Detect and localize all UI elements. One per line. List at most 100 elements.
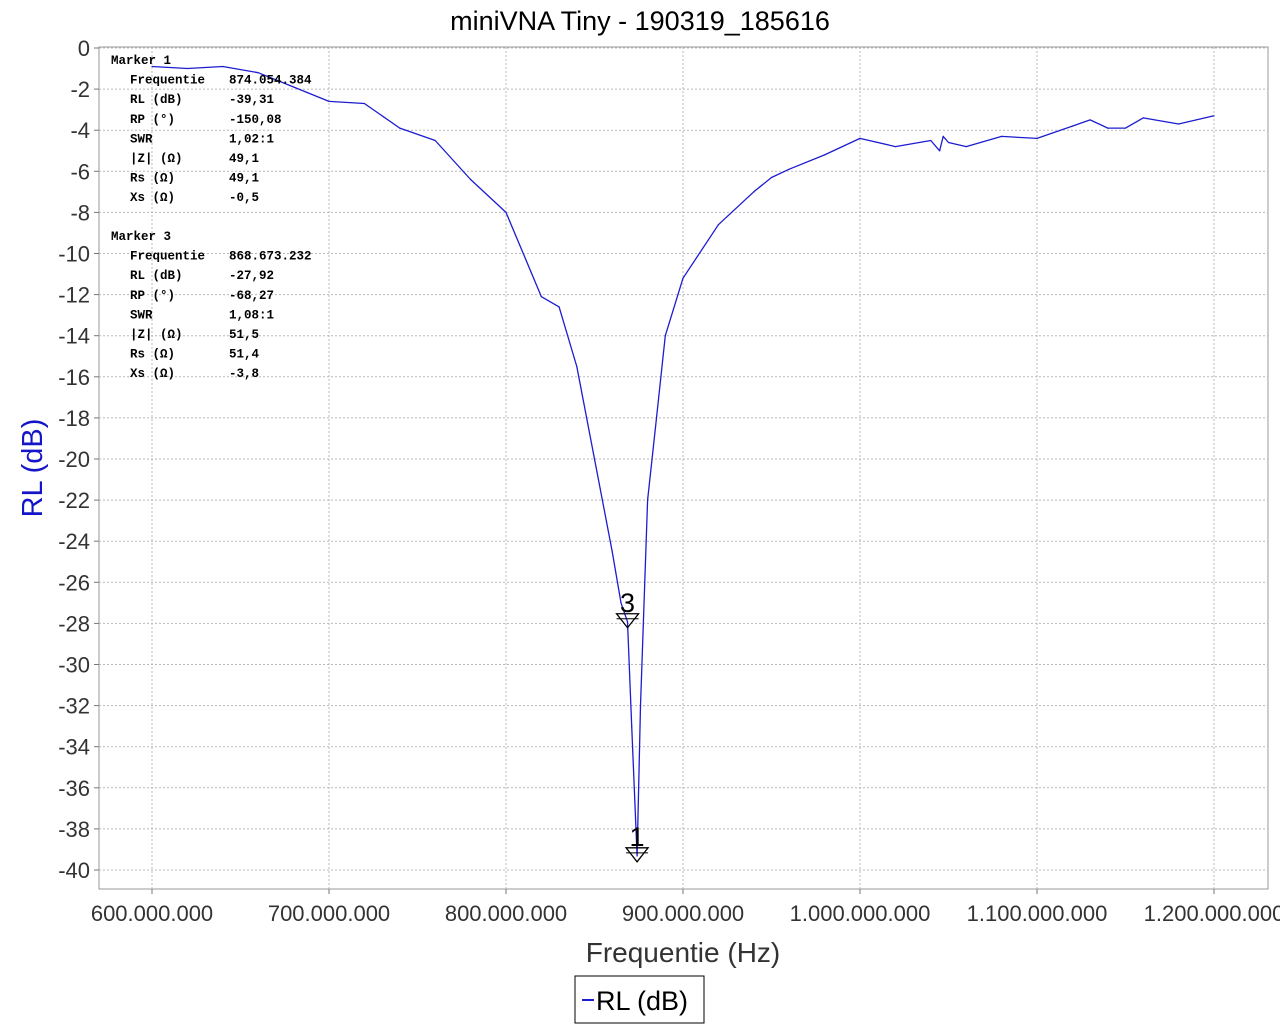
marker-3-value: 51,4 xyxy=(229,348,260,362)
data-point xyxy=(631,725,633,727)
data-point xyxy=(399,127,401,129)
data-point xyxy=(505,211,507,213)
data-point xyxy=(186,67,188,70)
marker-1-value: -39,31 xyxy=(229,93,274,107)
data-point xyxy=(1178,123,1180,125)
marker-1-field: Frequentie xyxy=(130,74,205,88)
data-point xyxy=(939,150,941,152)
data-point xyxy=(257,72,259,74)
data-point xyxy=(626,621,629,623)
data-point xyxy=(717,224,720,226)
data-point xyxy=(639,705,642,707)
x-tick-label: 1.200.000.000 xyxy=(1144,901,1280,926)
legend-box xyxy=(574,975,705,1024)
marker-3-field: RL (dB) xyxy=(130,269,183,283)
data-point xyxy=(894,146,897,148)
data-point xyxy=(859,137,861,140)
data-point xyxy=(1213,115,1215,117)
data-point xyxy=(470,178,472,181)
data-point xyxy=(942,135,944,137)
y-tick-label: -20 xyxy=(58,447,90,472)
data-point xyxy=(222,65,224,68)
legend: RL (dB) xyxy=(574,975,705,1024)
marker-layer: 13 xyxy=(615,588,650,863)
data-point xyxy=(1107,127,1109,129)
y-tick-label: -32 xyxy=(58,694,90,719)
data-point xyxy=(947,141,950,144)
marker-3-value: -68,27 xyxy=(229,289,274,303)
data-point xyxy=(558,306,560,308)
x-tick-label: 800.000.000 xyxy=(445,901,567,926)
x-tick-label: 1.000.000.000 xyxy=(790,901,931,926)
y-tick-label: -28 xyxy=(58,611,90,636)
data-point xyxy=(576,365,578,368)
y-tick-label: -6 xyxy=(70,159,90,184)
marker-3-value: -3,8 xyxy=(229,367,259,381)
x-tick-label: 700.000.000 xyxy=(268,901,390,926)
data-point xyxy=(682,277,684,279)
data-point xyxy=(636,855,638,857)
marker-1-field: SWR xyxy=(130,132,153,146)
y-tick-label: -14 xyxy=(58,324,90,349)
marker-3-field: Xs (Ω) xyxy=(130,367,175,381)
marker-3-triangle xyxy=(615,613,640,629)
marker-info-panel: Marker 1 Frequentie 874.054.384 RL (dB) -39,… xyxy=(111,54,312,381)
x-axis-ticks: 600.000.000 700.000.000 800.000.000 900.000… xyxy=(91,889,1280,926)
marker-3-value: 51,5 xyxy=(229,328,259,342)
data-point xyxy=(1071,125,1073,127)
data-point xyxy=(328,100,330,103)
data-point xyxy=(434,139,436,142)
y-tick-label: -16 xyxy=(58,365,90,390)
data-point xyxy=(647,499,649,501)
chart-title: miniVNA Tiny - 190319_185616 xyxy=(450,6,830,36)
x-tick-label: 900.000.000 xyxy=(622,901,744,926)
marker-1-value: 49,1 xyxy=(229,172,259,186)
data-point xyxy=(770,176,773,179)
y-tick-label: -34 xyxy=(58,735,90,760)
data-point xyxy=(1142,117,1144,119)
data-point xyxy=(363,102,365,105)
y-tick-label: -24 xyxy=(58,529,90,554)
y-axis-label: RL (dB) xyxy=(17,419,49,518)
marker-1-field: Rs (Ω) xyxy=(130,172,175,186)
data-point xyxy=(293,86,295,88)
y-tick-label: -8 xyxy=(70,200,90,225)
marker-3-field: RP (°) xyxy=(130,289,175,303)
data-point xyxy=(540,296,543,298)
x-tick-label: 600.000.000 xyxy=(91,901,213,926)
y-tick-label: -22 xyxy=(58,488,90,513)
y-tick-label: -10 xyxy=(58,242,90,267)
marker-1-field: |Z| (Ω) xyxy=(130,152,183,166)
marker-1-value: 874.054.384 xyxy=(229,74,312,88)
y-tick-label: -18 xyxy=(58,406,90,431)
marker-3-field: SWR xyxy=(130,308,153,322)
data-point xyxy=(620,602,622,604)
marker-1-number: 1 xyxy=(630,822,645,852)
marker-3-number: 3 xyxy=(620,588,635,618)
series-line xyxy=(151,65,1215,857)
marker-3-field: Frequentie xyxy=(130,250,205,264)
data-point xyxy=(788,168,790,170)
data-point xyxy=(611,550,613,553)
marker-1-value: -150,08 xyxy=(229,113,282,127)
y-tick-label: -36 xyxy=(58,776,90,801)
y-tick-label: -4 xyxy=(70,118,90,143)
data-point xyxy=(593,458,596,460)
data-point xyxy=(1036,137,1038,140)
data-point xyxy=(753,191,755,193)
marker-3-value: 868.673.232 xyxy=(229,250,312,264)
marker-1-field: RP (°) xyxy=(130,113,175,127)
marker-1-header: Marker 1 xyxy=(111,54,171,68)
y-tick-label: -2 xyxy=(70,77,90,102)
marker-1-value: -0,5 xyxy=(229,191,259,205)
data-point xyxy=(151,65,153,68)
y-tick-label: -30 xyxy=(58,653,90,678)
x-tick-label: 1.100.000.000 xyxy=(967,901,1108,926)
x-axis-label: Frequentie (Hz) xyxy=(586,937,781,968)
marker-3-value: -27,92 xyxy=(229,269,274,283)
grid-lines xyxy=(99,47,1268,889)
y-tick-label: -40 xyxy=(58,858,90,883)
marker-1-field: RL (dB) xyxy=(130,93,183,107)
legend-label: RL (dB) xyxy=(596,986,688,1016)
